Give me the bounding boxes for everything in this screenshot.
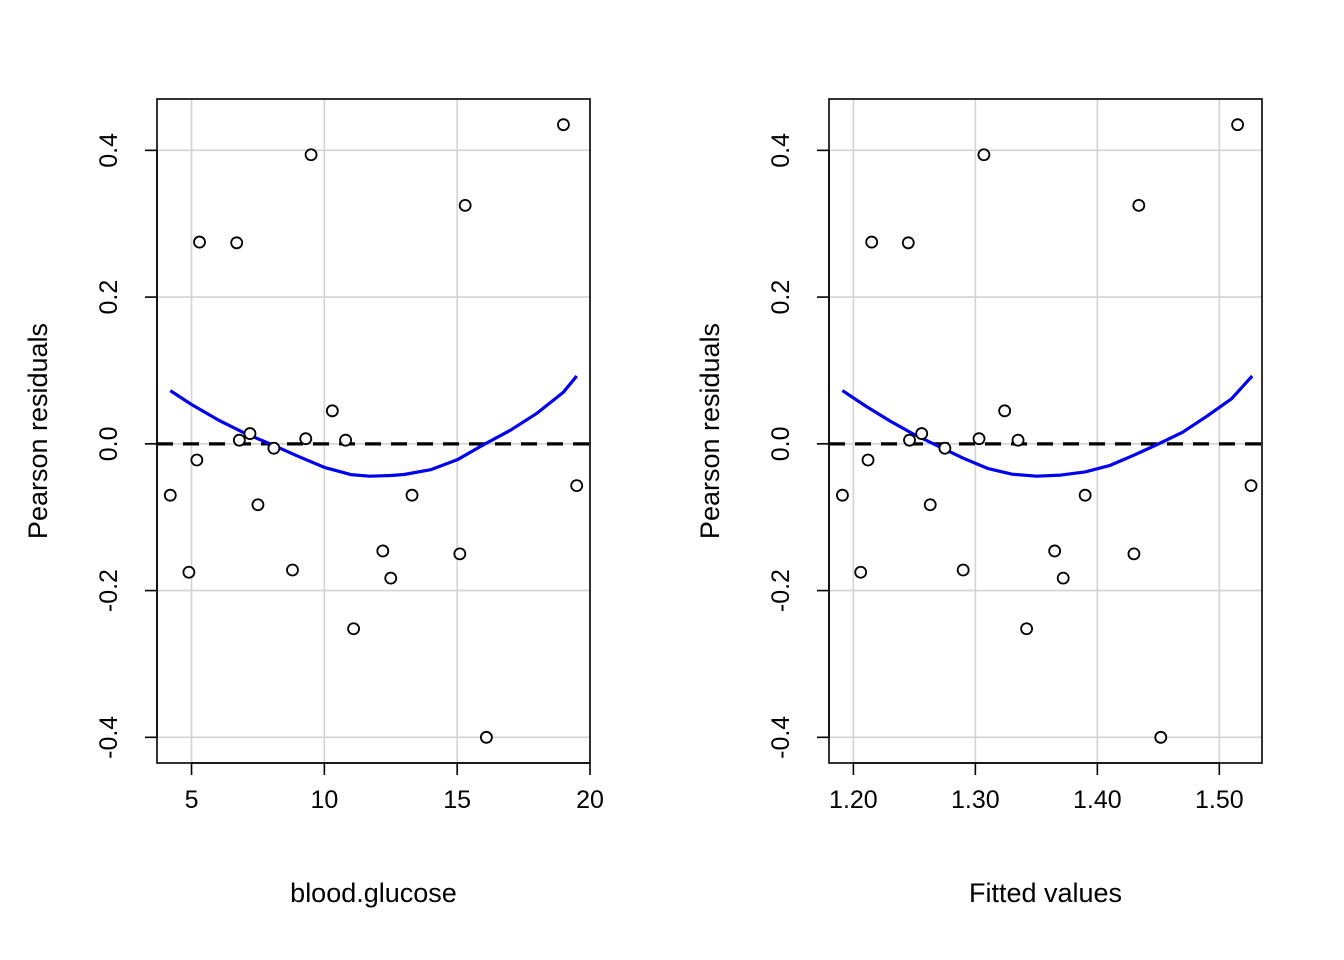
data-point-18 [453, 547, 467, 561]
data-point-15 [1048, 544, 1062, 558]
data-point-11 [304, 148, 318, 162]
y-tick-label: -0.2 [767, 569, 795, 612]
data-point-5 [232, 433, 246, 447]
x-tick-label: 1.40 [1073, 786, 1122, 814]
data-point-22 [570, 479, 584, 493]
x-tick-label: 10 [310, 786, 338, 814]
data-point-21 [1231, 118, 1245, 132]
x-tick-label: 1.20 [829, 786, 878, 814]
data-point-4 [901, 236, 915, 250]
data-point-18 [1127, 547, 1141, 561]
data-point-9 [286, 563, 299, 577]
x-axis-title: Fitted values [969, 878, 1122, 908]
x-axis-title: blood.glucose [290, 878, 457, 908]
data-point-1 [854, 565, 868, 579]
data-point-12 [998, 404, 1012, 418]
data-point-10 [299, 432, 313, 446]
data-point-13 [1011, 433, 1025, 447]
data-point-19 [1132, 198, 1146, 212]
data-point-1 [182, 565, 196, 579]
y-tick-label: -0.2 [95, 569, 123, 612]
x-tick-label: 1.50 [1195, 786, 1244, 814]
data-point-7 [923, 498, 937, 512]
data-point-6 [243, 427, 257, 440]
y-tick-label: -0.4 [767, 716, 795, 759]
data-point-12 [325, 404, 339, 418]
x-tick-label: 1.30 [951, 786, 1000, 814]
data-point-16 [1056, 571, 1070, 585]
x-tick-label: 20 [576, 786, 604, 814]
data-point-7 [251, 498, 265, 512]
y-tick-label: 0.4 [767, 133, 795, 168]
data-point-17 [405, 488, 419, 502]
y-tick-label: 0.2 [767, 280, 795, 315]
y-tick-label: 0.2 [95, 280, 123, 315]
x-tick-label: 15 [443, 786, 471, 814]
data-point-10 [972, 432, 986, 446]
data-point-20 [1154, 730, 1168, 744]
y-tick-label: -0.4 [95, 716, 123, 759]
data-point-13 [339, 433, 353, 447]
smooth-curve [169, 374, 578, 478]
x-tick-label: 5 [185, 786, 199, 814]
data-point-3 [865, 235, 879, 249]
y-axis-title: Pearson residuals [695, 323, 725, 539]
data-point-21 [557, 118, 570, 132]
data-point-0 [836, 488, 849, 502]
data-point-2 [861, 453, 875, 467]
y-tick-label: 0.0 [95, 426, 123, 461]
data-point-22 [1244, 479, 1258, 493]
smooth-curve [841, 374, 1254, 478]
data-point-8 [938, 441, 952, 455]
data-point-19 [458, 198, 472, 212]
panel-fitted-values: 1.20 1.30 1.40 1.50 -0.4 -0.2 0.0 0.2 0.4 Fitted … [695, 98, 1263, 908]
data-point-17 [1078, 488, 1092, 502]
data-point-20 [479, 730, 493, 744]
data-point-4 [230, 236, 244, 250]
data-point-2 [190, 453, 204, 467]
y-tick-label: 0.0 [767, 426, 795, 461]
data-point-8 [267, 441, 281, 455]
data-point-0 [163, 488, 177, 502]
data-point-5 [903, 433, 916, 447]
y-tick-label: 0.4 [95, 133, 123, 168]
data-point-14 [347, 622, 360, 636]
data-point-11 [977, 148, 991, 162]
data-point-16 [384, 571, 398, 585]
data-point-14 [1020, 622, 1033, 636]
data-point-6 [915, 427, 929, 440]
data-point-3 [193, 235, 206, 249]
data-point-9 [956, 563, 970, 577]
y-axis-title: Pearson residuals [23, 323, 53, 539]
data-point-15 [376, 544, 390, 558]
panel-blood-glucose: 5 10 15 20 -0.4 -0.2 0.0 0.2 0.4 blood.glucose Pea… [23, 98, 604, 908]
